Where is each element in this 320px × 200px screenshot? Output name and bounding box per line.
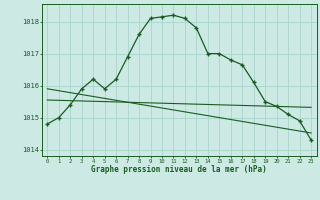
X-axis label: Graphe pression niveau de la mer (hPa): Graphe pression niveau de la mer (hPa) xyxy=(91,165,267,174)
